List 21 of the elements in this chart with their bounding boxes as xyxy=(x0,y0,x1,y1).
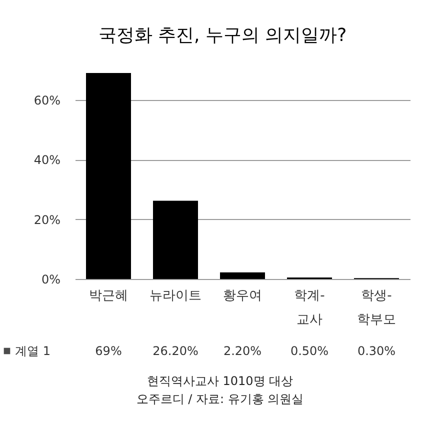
x-tick-label: 황우여 xyxy=(223,288,262,304)
bar xyxy=(153,200,198,279)
data-label: 2.20% xyxy=(223,344,262,358)
bar xyxy=(86,72,131,279)
data-label: 69% xyxy=(95,344,122,358)
bar xyxy=(220,272,265,279)
y-tick-label: 20% xyxy=(34,212,60,227)
text: 현직역사교사 1010명 대상 xyxy=(146,374,294,388)
legend-label: 계열 1 xyxy=(15,344,50,358)
x-tick-label: 학계- 교사 xyxy=(294,288,326,328)
y-tick-label: 0% xyxy=(41,272,60,286)
y-tick-label: 40% xyxy=(34,153,60,168)
data-label: 0.30% xyxy=(357,344,396,358)
data-label: 0.50% xyxy=(290,344,329,358)
chart-title: 국정화 추진, 누구의 의지일까? xyxy=(98,25,347,46)
x-tick-label: 뉴라이트 xyxy=(150,288,202,304)
text: 오주르디 / 자료: 유기홍 의원실 xyxy=(136,392,304,406)
data-label: 26.20% xyxy=(152,344,198,358)
x-tick-label: 박근혜 xyxy=(89,288,128,304)
y-tick-label: 60% xyxy=(34,93,60,108)
x-tick-label: 학생- 학부모 xyxy=(357,288,396,328)
